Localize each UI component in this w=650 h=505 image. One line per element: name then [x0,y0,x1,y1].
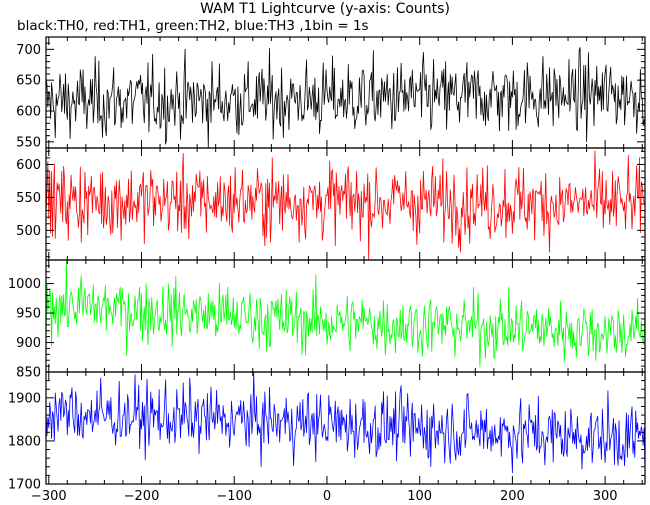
series-line-th1 [45,150,646,260]
y-tick-label: 600 [16,105,41,120]
panel-frame-th0 [45,36,646,149]
series-line-th0 [45,47,646,148]
y-tick-label: 900 [16,336,41,351]
y-tick-label: 1700 [8,478,41,493]
chart-subtitle: black:TH0, red:TH1, green:TH2, blue:TH3 … [17,18,369,34]
y-tick-label: 700 [16,43,41,58]
x-tick-label: −200 [124,489,160,504]
y-tick-label: 550 [16,191,41,206]
y-tick-label: 850 [16,366,41,381]
x-tick-label: 300 [593,489,618,504]
x-tick-label: 200 [500,489,525,504]
y-tick-label: 500 [16,224,41,239]
series-line-th2 [45,259,646,368]
chart-title: WAM T1 Lightcurve (y-axis: Counts) [200,1,450,17]
x-tick-label: 0 [323,489,331,504]
y-tick-label: 650 [16,74,41,89]
y-tick-label: 1800 [8,434,41,449]
y-tick-label: 600 [16,158,41,173]
y-tick-label: 550 [16,135,41,150]
y-tick-label: 950 [16,307,41,322]
series-line-th3 [45,371,646,474]
x-tick-label: 100 [407,489,432,504]
x-tick-label: −100 [216,489,252,504]
x-tick-label: −300 [31,489,67,504]
y-tick-label: 1900 [8,391,41,406]
y-tick-label: 1000 [8,277,41,292]
